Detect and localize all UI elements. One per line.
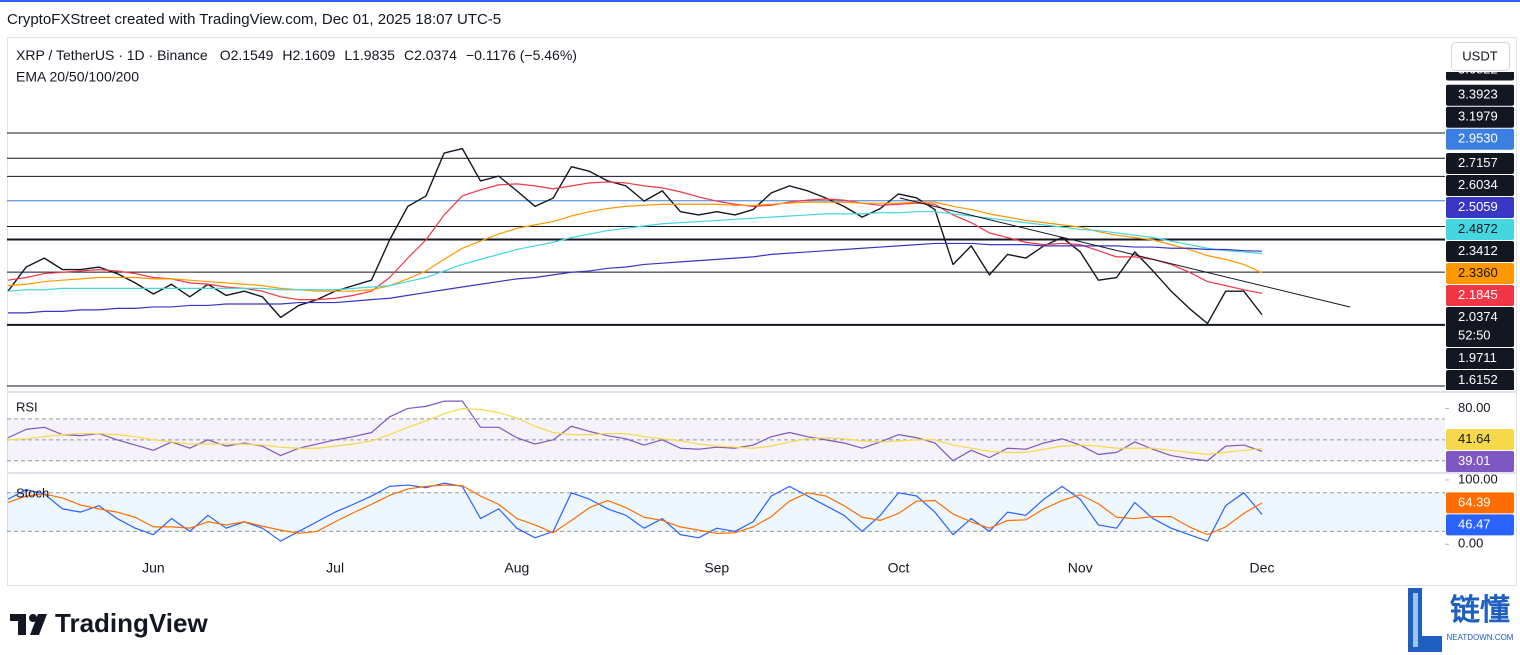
last-value-badge-label: 2.0374	[1458, 309, 1498, 324]
last-value-badge-label: 46.47	[1458, 516, 1491, 531]
ema-line	[7, 211, 1263, 292]
last-value-badge-label: 2.1845	[1458, 287, 1498, 302]
last-value-badge-label: 41.64	[1458, 431, 1491, 446]
last-value-badge-label: 2.4872	[1458, 221, 1498, 236]
ohlc-high: H2.1609	[282, 47, 335, 63]
header-title: CryptoFXStreet created with TradingView.…	[7, 11, 501, 28]
plot-area	[7, 132, 1445, 542]
level-badge-label: 1.6152	[1458, 372, 1498, 387]
last-value-badge	[1446, 285, 1514, 306]
last-value-badge-label: 39.01	[1458, 453, 1491, 468]
indicator-legend: EMA 20/50/100/200	[16, 69, 139, 85]
logo-shape	[18, 614, 26, 635]
level-band	[7, 418, 1445, 461]
symbol-title: XRP / TetherUS · 1D · Binance	[16, 47, 208, 63]
symbol-legend: XRP / TetherUS · 1D · Binance O2.1549 H2.1…	[16, 47, 577, 63]
level-badge-label: 2.7157	[1458, 155, 1498, 170]
price-line	[7, 147, 1263, 325]
ohlc-low: L1.9835	[344, 47, 395, 63]
chart-frame	[7, 37, 1517, 586]
ema-line	[7, 201, 1263, 292]
indicator-line	[7, 484, 1263, 536]
ohlc-change: −0.1176 (−5.46%)	[466, 47, 577, 63]
countdown-label: 52:50	[1458, 327, 1491, 342]
last-value-badge	[1446, 451, 1514, 472]
level-badge	[1446, 106, 1514, 128]
level-badge-label: 2.3412	[1458, 243, 1498, 258]
level-badge	[1446, 72, 1514, 81]
logo-shape	[30, 614, 47, 635]
watermark-shape	[1413, 593, 1418, 647]
brand-name: TradingView	[55, 608, 208, 638]
x-tick-label: Oct	[888, 560, 910, 576]
x-tick-label: Dec	[1250, 560, 1275, 576]
last-value-badge-label: 2.5059	[1458, 199, 1498, 214]
y-tick-label: 80.00	[1458, 400, 1491, 415]
last-value-badge	[1446, 197, 1514, 218]
x-tick-label: Jul	[326, 560, 344, 576]
level-badge-label: 2.9530	[1458, 131, 1498, 146]
level-badge-label: 1.9711	[1458, 350, 1497, 365]
stoch-title: Stoch	[16, 485, 49, 500]
last-value-badge	[1446, 307, 1514, 347]
trend-line	[899, 197, 1351, 308]
x-tick-label: Nov	[1068, 560, 1093, 576]
ohlc-close: C2.0374	[404, 47, 457, 63]
level-badge	[1446, 128, 1514, 150]
indicator-line	[7, 400, 1263, 462]
level-badge	[1446, 241, 1514, 262]
level-badge-label: 2.6034	[1458, 177, 1498, 192]
indicator-line	[7, 482, 1263, 542]
x-tick-label: Aug	[504, 560, 529, 576]
ohlc-open: O2.1549	[220, 47, 274, 63]
last-value-badge	[1446, 514, 1514, 536]
last-value-badge	[1446, 263, 1514, 284]
level-badge	[1446, 153, 1514, 174]
x-tick-label: Jun	[142, 560, 165, 576]
currency-label: USDT	[1462, 48, 1497, 63]
y-tick-label: 0.00	[1458, 536, 1483, 551]
level-band	[7, 492, 1445, 532]
ema-line	[8, 242, 1263, 314]
level-badge-label: 3.3923	[1458, 87, 1498, 102]
rsi-title: RSI	[16, 399, 38, 414]
ema-line	[7, 181, 1263, 301]
tradingview-logo	[10, 614, 47, 635]
price-axis: 3.6822 3.3923 3.1979 2.9530 2.7157 2.6034 2.34…	[1446, 61, 1514, 390]
watermark-sub: NEATDOWN.COM	[1447, 633, 1514, 642]
last-value-badge-label: 64.39	[1458, 494, 1491, 509]
x-tick-label: Sep	[704, 560, 729, 576]
level-badge-label: 3.1979	[1458, 109, 1498, 124]
level-badge-label: 3.6822	[1458, 61, 1498, 76]
currency-box[interactable]	[1451, 42, 1510, 71]
level-badge	[1446, 84, 1514, 106]
level-badge	[1446, 370, 1514, 390]
last-value-badge-label: 2.3360	[1458, 265, 1498, 280]
last-value-badge	[1446, 429, 1514, 450]
watermark-text: 链懂	[1450, 593, 1510, 627]
logo-shape	[29, 614, 37, 622]
level-badge	[1446, 348, 1514, 369]
level-badge	[1446, 175, 1514, 196]
indicator-line	[7, 407, 1263, 456]
last-value-badge	[1446, 219, 1514, 240]
y-tick-label: 100.00	[1458, 471, 1498, 486]
watermark	[1408, 588, 1442, 652]
last-value-badge	[1446, 492, 1514, 514]
indicator-axis: 80.00 39.01 41.64 100.00 0.00 46.47 64.39	[1445, 400, 1514, 551]
